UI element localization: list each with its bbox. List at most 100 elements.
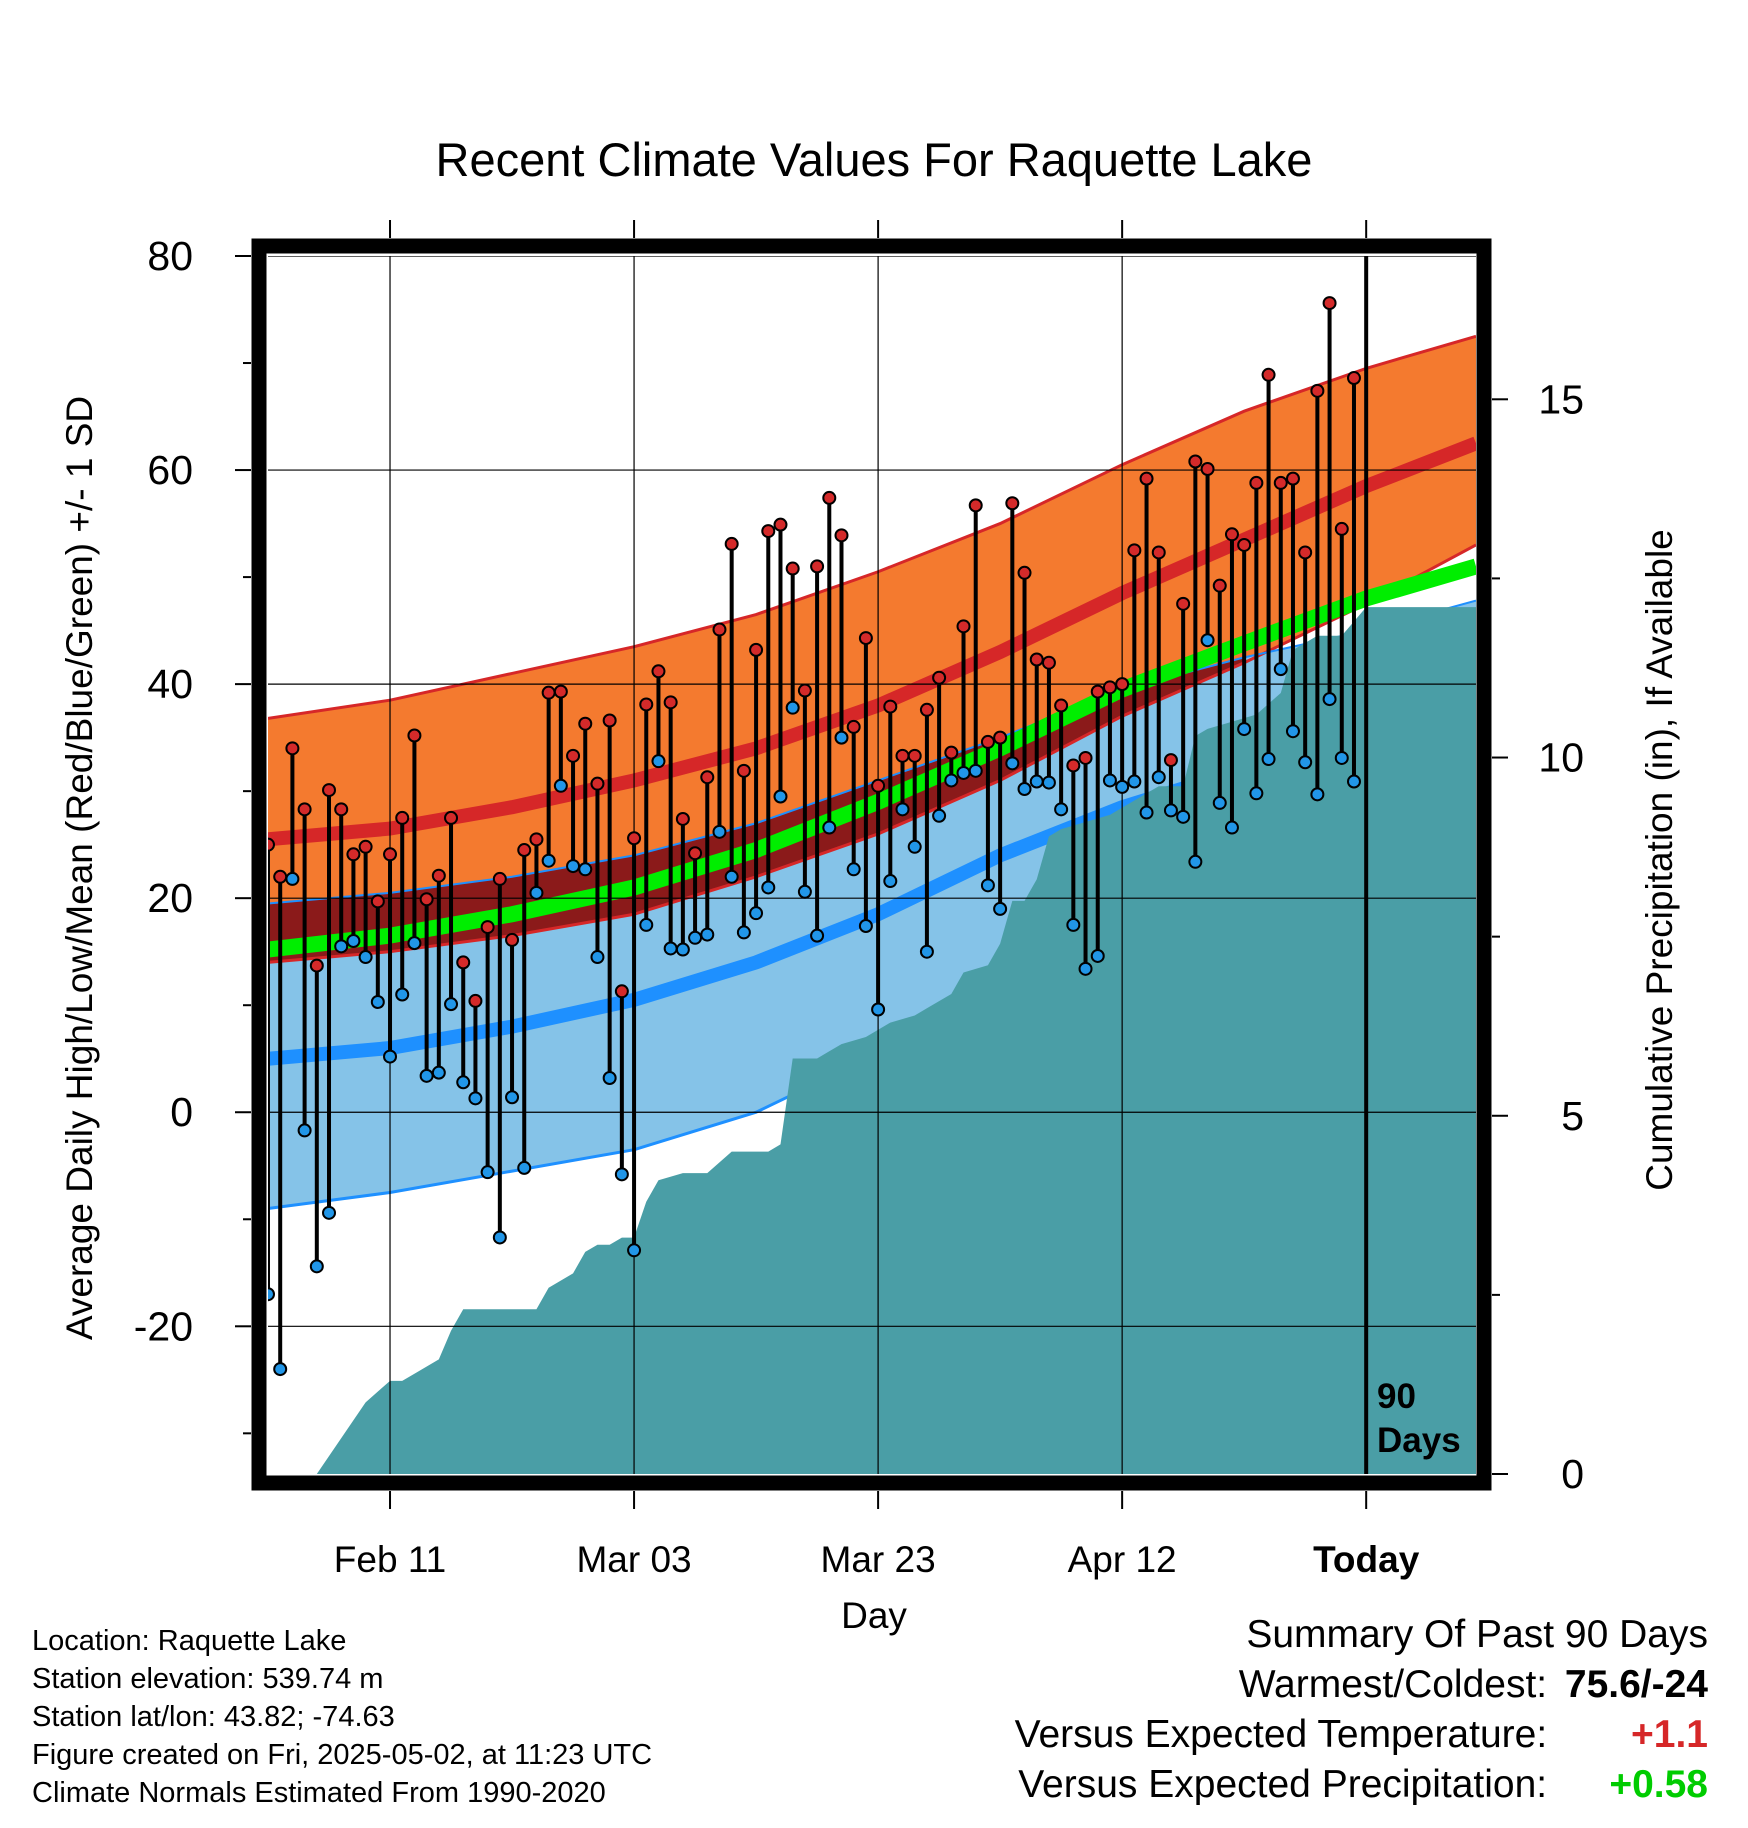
daily-high-point: [736, 763, 751, 778]
summary-temp-value: +1.1: [1631, 1713, 1708, 1756]
daily-low-point: [675, 942, 690, 957]
daily-high-point: [993, 730, 1008, 745]
daily-high-point: [1188, 454, 1203, 469]
daily-high-point: [639, 697, 654, 712]
daily-low-point: [639, 917, 654, 932]
daily-high-point: [492, 871, 507, 886]
daily-low-point: [1017, 782, 1032, 797]
info-created: Figure created on Fri, 2025-05-02, at 11…: [32, 1739, 653, 1771]
daily-low-point: [712, 824, 727, 839]
daily-low-point: [505, 1090, 520, 1105]
daily-low-point: [1029, 774, 1044, 789]
daily-high-point: [1078, 750, 1093, 765]
daily-high-point: [773, 517, 788, 532]
daily-high-point: [1005, 496, 1020, 511]
daily-high-point: [700, 770, 715, 785]
daily-high-point: [797, 683, 812, 698]
daily-low-point: [322, 1205, 337, 1220]
daily-low-point: [480, 1165, 495, 1180]
daily-high-point: [785, 561, 800, 576]
summary-temp-row: Versus Expected Temperature: +1.1: [1015, 1710, 1708, 1760]
daily-low-point: [358, 950, 373, 965]
daily-high-point: [712, 622, 727, 637]
daily-low-point: [944, 773, 959, 788]
summary-warmest-label: Warmest/Coldest:: [1238, 1663, 1548, 1706]
daily-high-point: [675, 811, 690, 826]
y-right-tick-label: 0: [1561, 1451, 1584, 1497]
daily-low-point: [431, 1065, 446, 1080]
daily-low-point: [1176, 809, 1191, 824]
daily-high-point: [1066, 758, 1081, 773]
daily-high-point: [724, 536, 739, 551]
daily-low-point: [932, 808, 947, 823]
daily-low-point: [883, 874, 898, 889]
daily-low-point: [1273, 662, 1288, 677]
daily-low-point: [273, 1362, 288, 1377]
daily-high-point: [1176, 596, 1191, 611]
y-left-tick-label: 20: [147, 875, 193, 921]
daily-observations: [268, 296, 1361, 1377]
daily-low-point: [651, 754, 666, 769]
daily-low-point: [1285, 724, 1300, 739]
daily-high-point: [749, 642, 764, 657]
daily-low-point: [370, 994, 385, 1009]
summary-precip-label: Versus Expected Precipitation:: [1018, 1763, 1548, 1806]
y-left-tick-label: 40: [147, 661, 193, 707]
daily-high-point: [1285, 471, 1300, 486]
summary-heading: Summary Of Past 90 Days: [1246, 1613, 1708, 1656]
daily-low-point: [309, 1259, 324, 1274]
daily-low-point: [785, 700, 800, 715]
daily-high-point: [1346, 371, 1361, 386]
daily-low-point: [1200, 633, 1215, 648]
plot-area: [268, 256, 1476, 1474]
daily-low-point: [517, 1160, 532, 1175]
summary-precip-value: +0.58: [1609, 1763, 1708, 1806]
daily-low-point: [1224, 820, 1239, 835]
daily-low-point: [895, 802, 910, 817]
x-axis-label: Day: [841, 1595, 907, 1636]
daily-high-point: [517, 843, 532, 858]
daily-low-point: [1115, 779, 1130, 794]
daily-high-point: [1017, 565, 1032, 580]
low-sd-band: [268, 600, 1476, 1209]
daily-low-point: [1041, 775, 1056, 790]
daily-low-point: [871, 1002, 886, 1017]
daily-high-point: [578, 716, 593, 731]
x-tick-label: Feb 11: [334, 1539, 446, 1580]
summary-warmest-value: 75.6/-24: [1564, 1663, 1708, 1706]
daily-high-point: [1249, 475, 1264, 490]
y-left-tick-label: 60: [147, 447, 193, 493]
daily-low-point: [834, 730, 849, 745]
daily-high-point: [627, 831, 642, 846]
daily-low-point: [334, 939, 349, 954]
x-tick-label: Apr 12: [1068, 1539, 1177, 1580]
daily-high-point: [1029, 652, 1044, 667]
daily-low-point: [444, 997, 459, 1012]
daily-low-point: [1188, 854, 1203, 869]
daily-low-point: [822, 820, 837, 835]
daily-low-point: [797, 884, 812, 899]
daily-low-point: [736, 925, 751, 940]
daily-high-point: [541, 685, 556, 700]
daily-low-point: [1310, 787, 1325, 802]
daily-low-point: [980, 878, 995, 893]
daily-high-point: [614, 984, 629, 999]
daily-high-point: [1200, 461, 1215, 476]
daily-low-point: [383, 1049, 398, 1064]
chart-title: Recent Climate Values For Raquette Lake: [436, 133, 1313, 186]
daily-low-point: [846, 862, 861, 877]
daily-low-point: [907, 839, 922, 854]
station-info: Location: Raquette Lake Station elevatio…: [32, 1622, 652, 1812]
daily-low-point: [1054, 802, 1069, 817]
daily-low-point: [688, 930, 703, 945]
daily-high-point: [688, 846, 703, 861]
daily-high-point: [834, 528, 849, 543]
daily-high-point: [651, 664, 666, 679]
daily-low-point: [956, 765, 971, 780]
y-right-tick-label: 15: [1538, 376, 1584, 422]
info-normals: Climate Normals Estimated From 1990-2020: [32, 1777, 606, 1809]
daily-high-point: [968, 498, 983, 513]
daily-low-point: [1139, 805, 1154, 820]
daily-low-point: [810, 928, 825, 943]
